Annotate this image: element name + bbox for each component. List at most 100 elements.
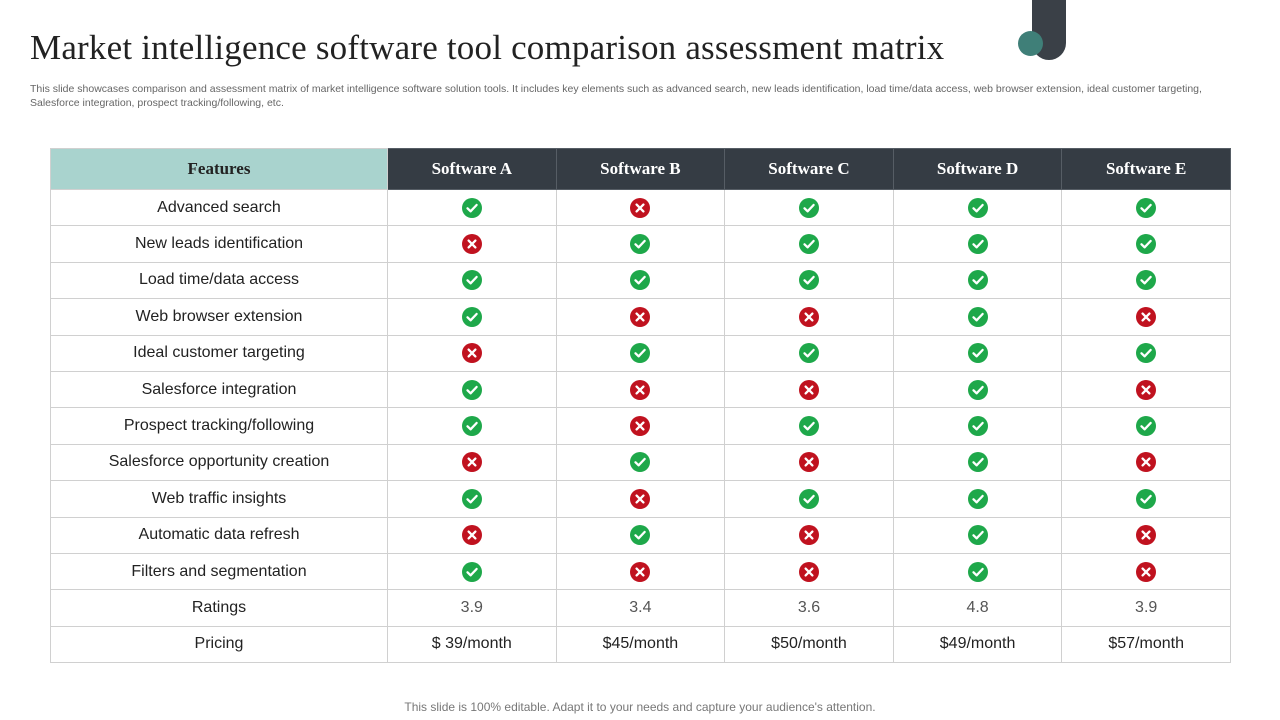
feature-cell [555,188,726,227]
check-icon [967,197,988,218]
feature-cell [892,443,1063,482]
feature-cell [892,261,1063,300]
check-icon [798,197,819,218]
rating-value: 4.8 [892,589,1063,627]
feature-cell [724,480,894,518]
feature-cell [1061,516,1231,554]
feature-cell [387,334,557,372]
check-icon [630,452,651,473]
feature-cell [1061,334,1231,372]
feature-cell [892,516,1063,554]
feature-cell [555,334,726,372]
cross-icon [1136,525,1157,546]
feature-cell [892,188,1063,227]
feature-cell [892,480,1063,518]
cross-icon [1136,306,1157,327]
table-row: Web browser extension [50,298,1231,336]
feature-label: Filters and segmentation [50,552,388,591]
price-value: $ 39/month [387,625,557,664]
check-icon [461,416,482,437]
feature-cell [555,516,726,554]
feature-cell [892,334,1063,372]
feature-cell [724,188,894,227]
footer-note: This slide is 100% editable. Adapt it to… [404,700,876,714]
cross-icon [461,234,482,255]
check-icon [461,488,482,509]
feature-cell [387,480,557,518]
pricing-row: Pricing $ 39/month $45/month $50/month $49/m… [50,625,1231,664]
cross-icon [630,306,651,327]
page-title: Market intelligence software tool compar… [30,28,945,67]
feature-cell [387,225,557,263]
feature-cell [555,370,726,409]
check-icon [967,234,988,255]
header-software-b: Software B [555,148,726,190]
rating-value: 3.6 [724,589,894,627]
check-icon [630,343,651,364]
feature-label: Prospect tracking/following [50,407,388,445]
check-icon [798,343,819,364]
check-icon [1136,197,1157,218]
feature-cell [724,334,894,372]
price-value: $49/month [892,625,1063,664]
cross-icon [1136,452,1157,473]
check-icon [461,379,482,400]
check-icon [461,197,482,218]
pricing-label: Pricing [50,625,388,664]
price-value: $50/month [724,625,894,664]
feature-cell [892,552,1063,591]
check-icon [1136,343,1157,364]
cross-icon [798,306,819,327]
feature-cell [892,298,1063,336]
feature-cell [724,407,894,445]
header-software-a: Software A [387,148,557,190]
check-icon [798,234,819,255]
cross-icon [798,561,819,582]
feature-cell [892,225,1063,263]
check-icon [967,379,988,400]
check-icon [798,488,819,509]
feature-cell [892,370,1063,409]
cross-icon [1136,379,1157,400]
feature-cell [387,370,557,409]
check-icon [967,343,988,364]
check-icon [967,306,988,327]
header-software-e: Software E [1061,148,1231,190]
check-icon [967,416,988,437]
feature-cell [555,225,726,263]
feature-cell [892,407,1063,445]
feature-cell [1061,261,1231,300]
check-icon [798,270,819,291]
feature-cell [1061,443,1231,482]
cross-icon [630,561,651,582]
check-icon [967,488,988,509]
feature-cell [555,443,726,482]
feature-cell [1061,480,1231,518]
feature-label: New leads identification [50,225,388,263]
check-icon [461,270,482,291]
feature-cell [1061,188,1231,227]
feature-label: Web browser extension [50,298,388,336]
table-row: Ideal customer targeting [50,334,1231,372]
cross-icon [798,452,819,473]
table-row: Salesforce opportunity creation [50,443,1231,482]
check-icon [967,452,988,473]
check-icon [630,525,651,546]
check-icon [1136,416,1157,437]
check-icon [967,525,988,546]
cross-icon [461,452,482,473]
rating-value: 3.9 [1061,589,1231,627]
cross-icon [461,525,482,546]
cross-icon [630,197,651,218]
rating-value: 3.9 [387,589,557,627]
feature-cell [387,188,557,227]
price-value: $57/month [1061,625,1231,664]
feature-cell [555,261,726,300]
feature-cell [1061,407,1231,445]
cross-icon [798,525,819,546]
feature-cell [1061,298,1231,336]
cross-icon [798,379,819,400]
table-row: Advanced search [50,188,1231,227]
page-subtitle: This slide showcases comparison and asse… [30,83,1202,109]
table-row: Filters and segmentation [50,552,1231,591]
